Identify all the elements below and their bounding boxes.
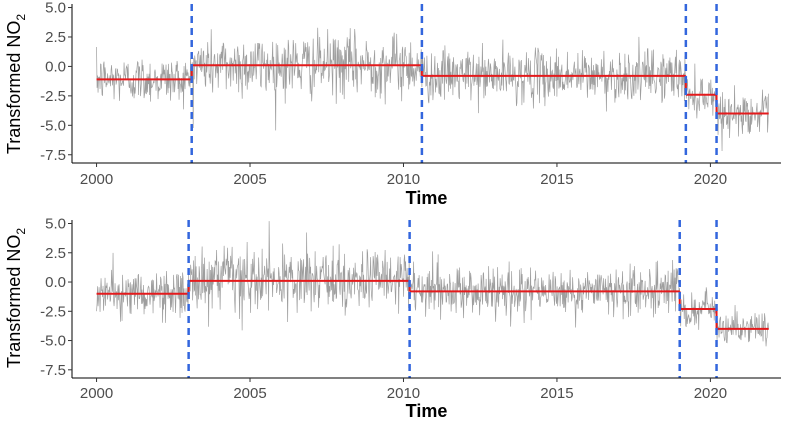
y-tick-label: -2.5 [40,303,66,320]
y-axis-title-text: Transformed NO [4,235,24,368]
x-tick-label: 2005 [233,171,266,188]
x-tick-label: 2000 [80,385,113,402]
chart-panel-1: 5.0 2.5 0.0 -2.5 -5.0 -7.5 2000 2005 2010 2015 202… [4,0,781,208]
x-tick-label: 2010 [387,171,420,188]
y-tick-label: 2.5 [45,29,66,46]
x-tick-label: 2020 [694,171,727,188]
y-tick-label: -2.5 [40,88,66,105]
y-tick-label: 0.0 [45,58,66,75]
x-tick-label: 2015 [540,171,573,188]
noisy-series-line [96,221,769,347]
y-tick-label: -7.5 [40,147,66,164]
y-tick-label: 2.5 [45,245,66,262]
y-tick-label: 0.0 [45,274,66,291]
x-axis-title: Time [406,401,448,421]
y-tick-label: -5.0 [40,333,66,350]
y-axis-title-subscript: 2 [14,228,28,235]
chart-panel-2: 5.0 2.5 0.0 -2.5 -5.0 -7.5 2000 2005 2010 2015 202… [4,216,781,421]
y-axis-title: Transformed NO2 [4,14,28,154]
y-tick-label: 5.0 [45,0,66,17]
y-axis-title: Transformed NO2 [4,228,28,368]
y-tick-label: -5.0 [40,117,66,134]
x-tick-label: 2020 [694,385,727,402]
x-axis-title: Time [406,188,448,208]
x-tick-label: 2005 [233,385,266,402]
x-tick-label: 2015 [540,385,573,402]
y-tick-label: -7.5 [40,362,66,379]
x-tick-label: 2000 [80,171,113,188]
y-axis-title-text: Transformed NO [4,21,24,154]
noisy-series-line [96,27,769,152]
y-axis-title-subscript: 2 [14,14,28,21]
y-tick-label: 5.0 [45,216,66,233]
x-tick-label: 2010 [387,385,420,402]
